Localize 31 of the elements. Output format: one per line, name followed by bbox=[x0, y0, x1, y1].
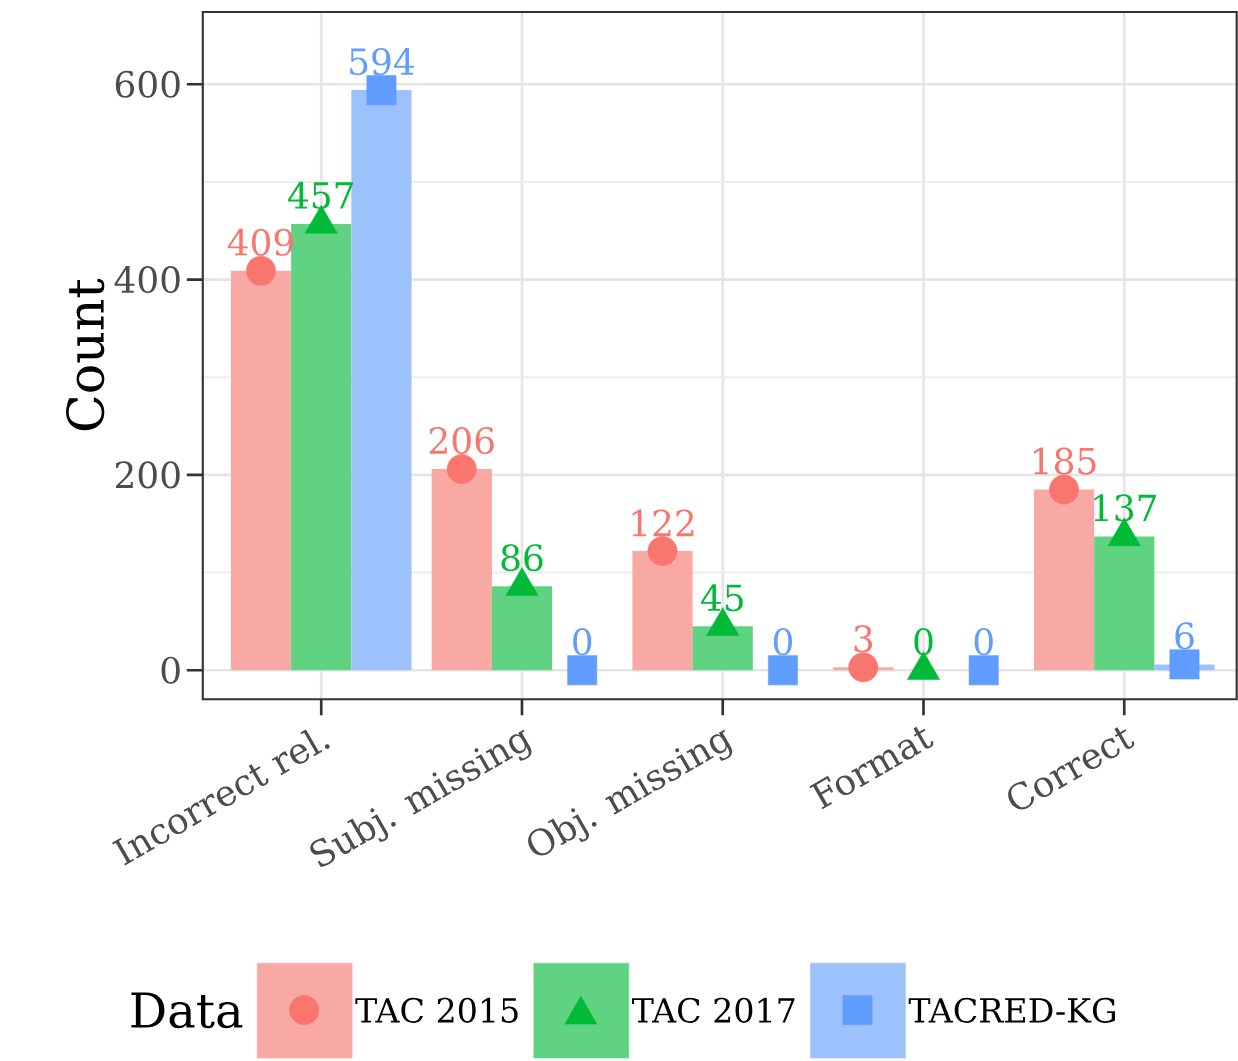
bar bbox=[431, 469, 492, 671]
bar bbox=[1094, 536, 1155, 671]
bar bbox=[291, 223, 352, 671]
y-tick-label: 0 bbox=[161, 656, 180, 684]
legend-label: TAC 2017 bbox=[632, 997, 795, 1023]
bar bbox=[491, 586, 553, 671]
legend-label: TAC 2015 bbox=[355, 997, 518, 1023]
data-label: 122 bbox=[632, 509, 694, 537]
y-tick-label: 200 bbox=[115, 461, 180, 489]
data-label: 206 bbox=[429, 426, 494, 455]
data-label: 0 bbox=[974, 628, 993, 656]
bar bbox=[351, 90, 412, 671]
legend-title: Data bbox=[131, 992, 243, 1029]
data-label: 457 bbox=[288, 181, 353, 210]
data-label: 6 bbox=[1175, 622, 1194, 650]
bar bbox=[632, 551, 693, 671]
y-tick-label: 400 bbox=[114, 266, 180, 294]
data-label: 185 bbox=[1034, 447, 1096, 475]
data-label: 0 bbox=[573, 628, 592, 656]
data-label: 86 bbox=[501, 544, 543, 572]
data-label: 594 bbox=[350, 48, 414, 76]
data-label: 0 bbox=[914, 628, 933, 656]
data-label: 45 bbox=[700, 584, 743, 612]
y-axis-title: Count bbox=[66, 278, 105, 431]
data-label: 137 bbox=[1094, 494, 1156, 522]
data-label: 0 bbox=[773, 628, 793, 656]
legend-label: TACRED-KG bbox=[908, 997, 1116, 1023]
bar bbox=[230, 270, 292, 671]
bar bbox=[1033, 489, 1095, 671]
y-tick-label: 600 bbox=[115, 70, 180, 98]
data-label: 3 bbox=[854, 625, 873, 653]
